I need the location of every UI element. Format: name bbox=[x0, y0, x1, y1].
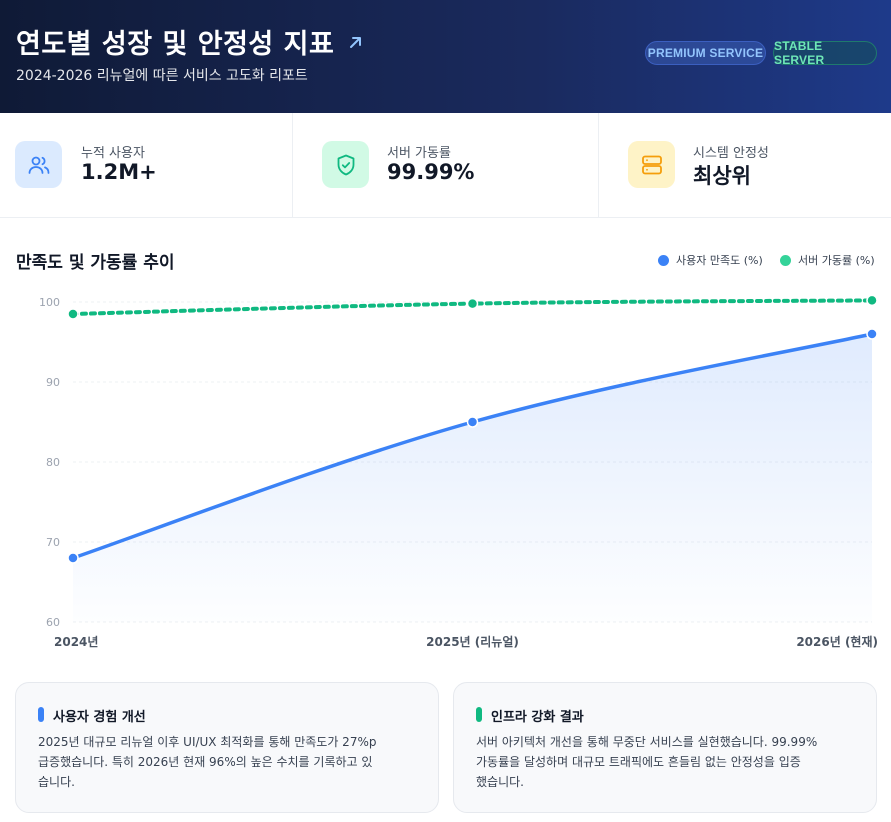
series-point-0 bbox=[67, 552, 79, 564]
legend-label-satisfaction: 사용자 만족도 (%) bbox=[676, 254, 763, 267]
y-tick-label: 60 bbox=[46, 616, 60, 629]
stat-label-uptime: 서버 가동률 bbox=[387, 146, 451, 161]
card-text-line: 2025년 대규모 리뉴얼 이후 UI/UX 최적화를 통해 만족도가 27%p bbox=[38, 735, 377, 749]
y-tick-label: 100 bbox=[39, 296, 60, 309]
stat-card-users: 누적 사용자 1.2M+ bbox=[0, 113, 292, 218]
page-subtitle: 2024-2026 리뉴얼에 따른 서비스 고도화 리포트 bbox=[16, 68, 308, 84]
stat-value-stability: 최상위 bbox=[693, 164, 751, 188]
series-point-1 bbox=[67, 308, 79, 320]
card-title-ux: 사용자 경험 개선 bbox=[53, 710, 146, 725]
card-text-ux: 2025년 대규모 리뉴얼 이후 UI/UX 최적화를 통해 만족도가 27%p… bbox=[38, 732, 376, 792]
y-tick-label: 70 bbox=[46, 536, 60, 549]
legend-item-satisfaction[interactable]: 사용자 만족도 (%) bbox=[658, 252, 763, 268]
stat-divider bbox=[292, 113, 293, 217]
legend-item-uptime[interactable]: 서버 가동률 (%) bbox=[780, 252, 875, 268]
card-text-line: 급증했습니다. 특히 2026년 현재 96%의 높은 수치를 기록하고 있 bbox=[38, 755, 373, 769]
card-accent-bar bbox=[476, 707, 482, 722]
card-title-infra: 인프라 강화 결과 bbox=[491, 710, 584, 725]
premium-service-badge: PREMIUM SERVICE bbox=[645, 41, 766, 65]
page-title-row: 연도별 성장 및 안정성 지표 bbox=[16, 22, 364, 61]
series-point-1 bbox=[866, 294, 878, 307]
legend-dot-blue bbox=[658, 254, 669, 266]
series-point-0 bbox=[866, 328, 878, 340]
line-chart: 60 70 80 90 100 2024년 2025년 (리뉴얼) 2026년 (현재) bbox=[39, 294, 878, 649]
x-tick-label: 2026년 (현재) bbox=[796, 634, 878, 649]
y-tick-label: 80 bbox=[46, 456, 60, 469]
shield-check-icon bbox=[322, 141, 369, 188]
legend-dot-green bbox=[780, 254, 791, 266]
external-link-arrow-icon[interactable] bbox=[348, 34, 364, 50]
card-text-line: 습니다. bbox=[38, 775, 75, 789]
stat-label-stability: 시스템 안정성 bbox=[693, 146, 769, 161]
series-point-1 bbox=[466, 297, 479, 310]
series-point-0 bbox=[466, 416, 479, 428]
stat-card-stability: 시스템 안정성 최상위 bbox=[599, 113, 891, 218]
page-title: 연도별 성장 및 안정성 지표 bbox=[16, 29, 335, 60]
card-text-line: 가동률을 달성하며 대규모 트래픽에도 흔들림 없는 안정성을 입증 bbox=[476, 755, 801, 769]
users-icon bbox=[15, 141, 62, 188]
x-tick-label: 2024년 bbox=[54, 635, 98, 649]
x-tick-label: 2025년 (리뉴얼) bbox=[426, 634, 519, 649]
stats-row: 누적 사용자 1.2M+ 서버 가동률 99.99% 시스템 안정성 최상위 bbox=[0, 113, 891, 218]
chart-title: 만족도 및 가동률 추이 bbox=[16, 253, 175, 273]
report-header: 연도별 성장 및 안정성 지표 2024-2026 리뉴얼에 따른 서비스 고도… bbox=[0, 0, 891, 113]
stat-label-users: 누적 사용자 bbox=[81, 146, 145, 161]
y-tick-label: 90 bbox=[46, 376, 60, 389]
card-text-line: 서버 아키텍처 개선을 통해 무중단 서비스를 실현했습니다. 99.99% bbox=[476, 735, 818, 749]
stat-card-uptime: 서버 가동률 99.99% bbox=[293, 113, 598, 218]
series-area-fill bbox=[73, 334, 872, 622]
card-accent-bar bbox=[38, 707, 44, 722]
stable-server-badge: STABLE SERVER bbox=[773, 39, 877, 67]
card-text-infra: 서버 아키텍처 개선을 통해 무중단 서비스를 실현했습니다. 99.99% 가… bbox=[476, 732, 817, 792]
stat-value-users: 1.2M+ bbox=[81, 160, 157, 184]
server-icon bbox=[628, 141, 675, 188]
card-text-line: 했습니다. bbox=[476, 775, 524, 789]
insight-card-ux: 사용자 경험 개선 2025년 대규모 리뉴얼 이후 UI/UX 최적화를 통해… bbox=[15, 682, 439, 813]
stat-divider bbox=[598, 113, 599, 217]
stat-value-uptime: 99.99% bbox=[387, 160, 475, 184]
legend-label-uptime: 서버 가동률 (%) bbox=[798, 254, 875, 267]
insight-card-infra: 인프라 강화 결과 서버 아키텍처 개선을 통해 무중단 서비스를 실현했습니다… bbox=[453, 682, 877, 813]
